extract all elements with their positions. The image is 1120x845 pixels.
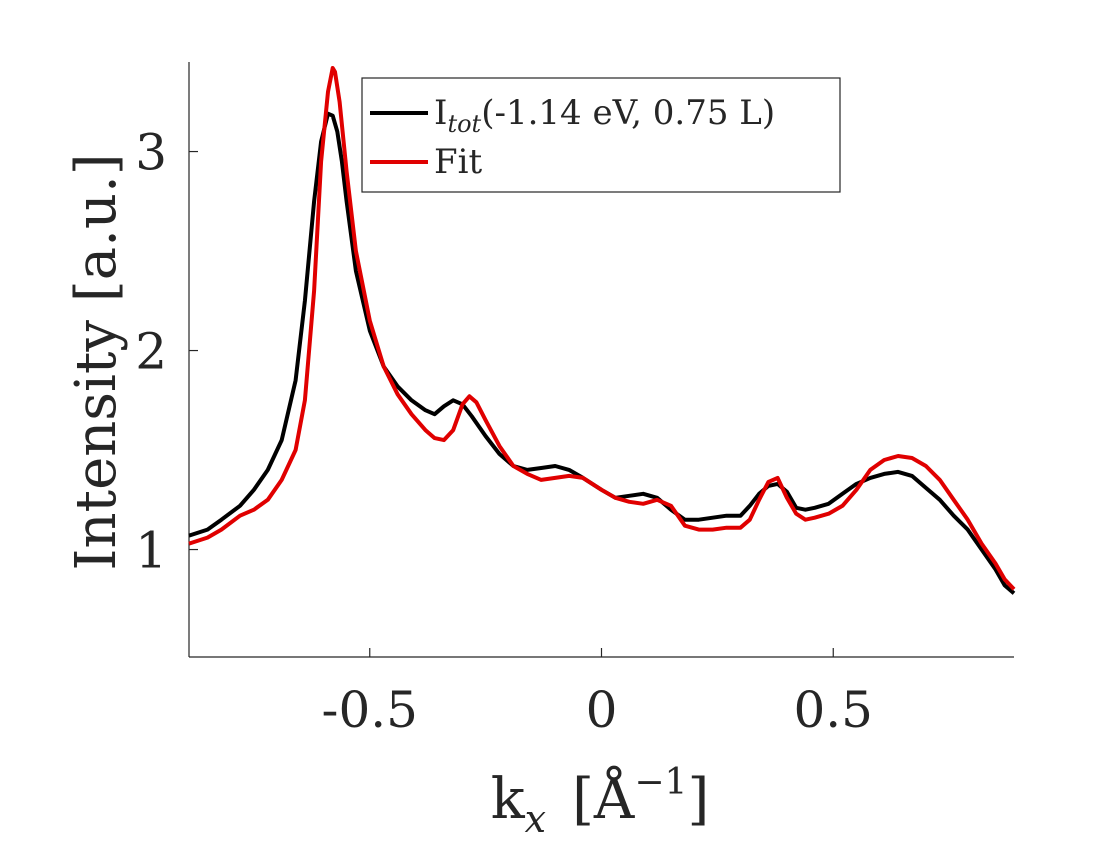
y-tick-label: 3 <box>135 124 167 182</box>
x-tick-label: -0.5 <box>322 681 418 739</box>
x-tick-label: 0 <box>586 681 618 739</box>
legend-box <box>361 77 841 193</box>
y-tick-label: 1 <box>135 522 167 580</box>
series-layer <box>188 66 1016 595</box>
series-line-2 <box>188 66 1016 591</box>
y-axis-title: Intensity [a.u.] <box>64 153 129 570</box>
legend: Itot(-1.14 eV, 0.75 L) Fit <box>361 77 841 193</box>
legend-label-series-2: Fit <box>434 142 482 182</box>
y-tick-label: 2 <box>135 323 167 381</box>
ticks: -0.5 0 0.5 1 2 3 <box>135 124 873 739</box>
legend-label-series-1: Itot(-1.14 eV, 0.75 L) <box>434 93 775 138</box>
x-axis-title: kx [Å−1] <box>491 762 710 840</box>
x-tick-label: 0.5 <box>793 681 873 739</box>
